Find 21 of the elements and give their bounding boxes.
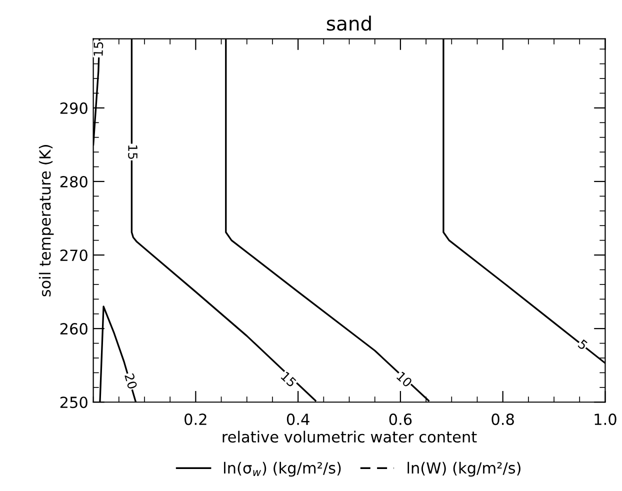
x-axis-title: relative volumetric water content — [222, 430, 477, 443]
annotation: 15 — [94, 42, 104, 56]
annotation: 15 — [128, 145, 138, 159]
x-tick-label: 1.0 — [594, 414, 616, 426]
y-tick-label: 260 — [60, 323, 88, 335]
y-axis-title: soil temperature (K) — [38, 145, 54, 296]
chart-title: sand — [326, 16, 371, 31]
annotation: 15 — [280, 371, 297, 388]
annotation: 10 — [396, 371, 413, 388]
y-tick-label: 290 — [60, 102, 88, 114]
legend-label: ln(σ$_{w}$) (kg/m²/s) — [224, 462, 341, 477]
y-tick-label: 270 — [60, 249, 88, 262]
x-tick-label: 0.8 — [492, 414, 514, 426]
legend-label: ln(W) (kg/m²/s) — [408, 462, 520, 477]
y-tick-label: 250 — [60, 396, 88, 408]
x-tick-label: 0.2 — [184, 414, 206, 426]
y-tick-label: 280 — [60, 176, 88, 188]
x-tick-label: 0.6 — [389, 414, 412, 426]
annotation: 20 — [124, 373, 138, 390]
annotation: 5 — [578, 339, 588, 350]
x-tick-label: 0.4 — [286, 414, 310, 426]
